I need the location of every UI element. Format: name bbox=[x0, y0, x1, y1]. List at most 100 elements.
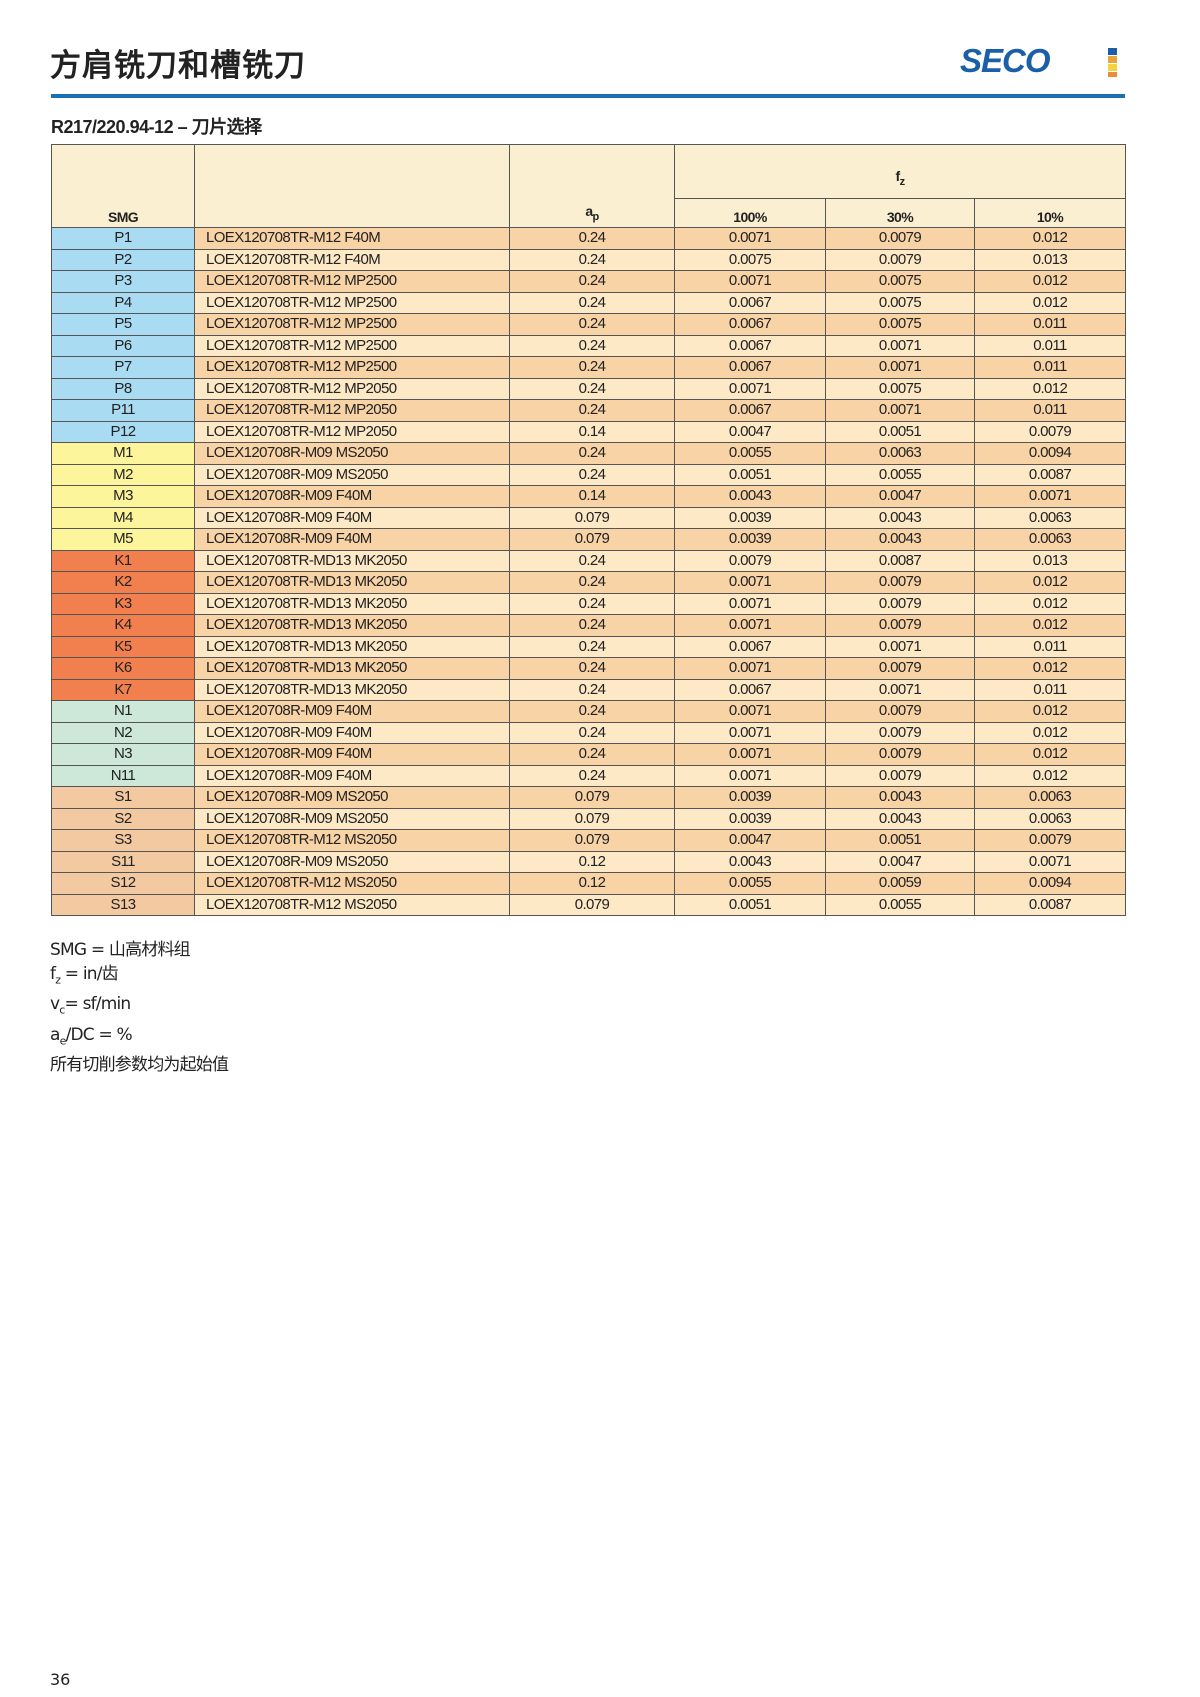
page-title: 方肩铣刀和槽铣刀 bbox=[50, 48, 306, 84]
note-text: v bbox=[50, 994, 60, 1015]
table-cell: 0.0067 bbox=[674, 678, 826, 701]
table-cell: 0.0043 bbox=[825, 786, 975, 809]
table-cell: 0.012 bbox=[974, 270, 1126, 293]
table-cell: 0.0039 bbox=[674, 786, 826, 809]
table-cell: 0.0079 bbox=[825, 764, 975, 787]
table-cell: 0.0071 bbox=[674, 721, 826, 744]
table-cell: 0.0039 bbox=[674, 506, 826, 529]
table-row: S3 LOEX120708TR-M12 MS2050 0.079 0.0047 0.00… bbox=[51, 829, 1126, 852]
table-cell: 0.013 bbox=[974, 549, 1126, 572]
table-cell: 0.0079 bbox=[974, 420, 1126, 443]
table-cell: 0.012 bbox=[974, 571, 1126, 594]
table-cell: 0.0071 bbox=[974, 485, 1126, 508]
table-cell: 0.0071 bbox=[974, 850, 1126, 873]
smg-cell: K3 bbox=[51, 592, 195, 615]
table-cell: 0.24 bbox=[509, 227, 675, 250]
table-cell: LOEX120708TR-MD13 MK2050 bbox=[194, 635, 510, 658]
table-cell: 0.24 bbox=[509, 657, 675, 680]
table-cell: 0.011 bbox=[974, 678, 1126, 701]
table-cell: 0.0059 bbox=[825, 872, 975, 895]
table-row: M2 LOEX120708R-M09 MS2050 0.24 0.0051 0.0055… bbox=[51, 463, 1126, 486]
smg-cell: M3 bbox=[51, 485, 195, 508]
table-cell: 0.079 bbox=[509, 506, 675, 529]
table-cell: 0.0055 bbox=[674, 872, 826, 895]
smg-cell: N1 bbox=[51, 700, 195, 723]
table-row: N3 LOEX120708R-M09 F40M 0.24 0.0071 0.0079 0.… bbox=[51, 743, 1126, 766]
table-cell: 0.0067 bbox=[674, 334, 826, 357]
table-cell: LOEX120708TR-M12 MP2500 bbox=[194, 334, 510, 357]
table-cell: 0.0047 bbox=[825, 485, 975, 508]
table-cell: 0.012 bbox=[974, 743, 1126, 766]
table-cell: 0.0071 bbox=[674, 227, 826, 250]
table-row: P4 LOEX120708TR-M12 MP2500 0.24 0.0067 0.007… bbox=[51, 291, 1126, 314]
table-cell: 0.011 bbox=[974, 334, 1126, 357]
table-cell: 0.14 bbox=[509, 420, 675, 443]
smg-cell: N3 bbox=[51, 743, 195, 766]
table-row: P6 LOEX120708TR-M12 MP2500 0.24 0.0067 0.007… bbox=[51, 334, 1126, 357]
smg-cell: P5 bbox=[51, 313, 195, 336]
table-cell: 0.079 bbox=[509, 829, 675, 852]
table-cell: LOEX120708R-M09 MS2050 bbox=[194, 786, 510, 809]
table-cell: LOEX120708R-M09 MS2050 bbox=[194, 850, 510, 873]
smg-cell: S1 bbox=[51, 786, 195, 809]
table-cell: 0.0087 bbox=[825, 549, 975, 572]
table-cell: LOEX120708R-M09 MS2050 bbox=[194, 463, 510, 486]
table-cell: 0.0063 bbox=[974, 807, 1126, 830]
table-row: K2 LOEX120708TR-MD13 MK2050 0.24 0.0071 0.00… bbox=[51, 571, 1126, 594]
table-cell: 0.0071 bbox=[674, 743, 826, 766]
table-cell: 0.0063 bbox=[974, 506, 1126, 529]
table-cell: LOEX120708R-M09 F40M bbox=[194, 485, 510, 508]
table-cell: 0.0071 bbox=[674, 270, 826, 293]
table-cell: 0.0075 bbox=[825, 313, 975, 336]
smg-cell: M5 bbox=[51, 528, 195, 551]
table-cell: 0.012 bbox=[974, 721, 1126, 744]
table-cell: 0.0067 bbox=[674, 399, 826, 422]
table-cell: LOEX120708TR-M12 MS2050 bbox=[194, 893, 510, 916]
table-cell: 0.24 bbox=[509, 356, 675, 379]
smg-cell: K5 bbox=[51, 635, 195, 658]
smg-cell: K7 bbox=[51, 678, 195, 701]
table-row: S11 LOEX120708R-M09 MS2050 0.12 0.0043 0.004… bbox=[51, 850, 1126, 873]
table-body: P1 LOEX120708TR-M12 F40M 0.24 0.0071 0.0079 0… bbox=[51, 227, 1126, 916]
table-cell: 0.013 bbox=[974, 248, 1126, 271]
table-row: P3 LOEX120708TR-M12 MP2500 0.24 0.0071 0.007… bbox=[51, 270, 1126, 293]
table-cell: 0.0067 bbox=[674, 635, 826, 658]
logo-text: SECO bbox=[960, 42, 1051, 79]
table-cell: 0.0079 bbox=[825, 721, 975, 744]
table-cell: 0.0063 bbox=[825, 442, 975, 465]
smg-cell: P2 bbox=[51, 248, 195, 271]
table-cell: LOEX120708TR-M12 MP2500 bbox=[194, 313, 510, 336]
table-cell: 0.0075 bbox=[825, 270, 975, 293]
table-cell: 0.0079 bbox=[825, 614, 975, 637]
table-cell: 0.0079 bbox=[825, 248, 975, 271]
table-cell: 0.12 bbox=[509, 872, 675, 895]
table-cell: 0.012 bbox=[974, 700, 1126, 723]
header-cell: SMG bbox=[51, 144, 195, 228]
table-cell: 0.24 bbox=[509, 743, 675, 766]
note-text: a bbox=[50, 1024, 60, 1045]
table-row: N1 LOEX120708R-M09 F40M 0.24 0.0071 0.0079 0.… bbox=[51, 700, 1126, 723]
table-cell: 0.012 bbox=[974, 377, 1126, 400]
table-cell: LOEX120708TR-MD13 MK2050 bbox=[194, 549, 510, 572]
smg-cell: P12 bbox=[51, 420, 195, 443]
table-cell: 0.0071 bbox=[825, 635, 975, 658]
table-cell: LOEX120708R-M09 F40M bbox=[194, 721, 510, 744]
note-text: f bbox=[50, 964, 56, 984]
table-cell: 0.0094 bbox=[974, 442, 1126, 465]
header-rule bbox=[51, 94, 1125, 98]
table-cell: 0.079 bbox=[509, 786, 675, 809]
header-cell: 10% bbox=[974, 198, 1126, 228]
table-cell: LOEX120708TR-M12 F40M bbox=[194, 227, 510, 250]
table-row: K7 LOEX120708TR-MD13 MK2050 0.24 0.0067 0.00… bbox=[51, 678, 1126, 701]
table-cell: 0.24 bbox=[509, 291, 675, 314]
header-sub: p bbox=[592, 211, 600, 223]
table-cell: 0.011 bbox=[974, 313, 1126, 336]
page-number: 36 bbox=[50, 1670, 71, 1689]
table-cell: 0.079 bbox=[509, 528, 675, 551]
table-cell: 0.0071 bbox=[674, 592, 826, 615]
table-cell: LOEX120708TR-MD13 MK2050 bbox=[194, 592, 510, 615]
table-row: M4 LOEX120708R-M09 F40M 0.079 0.0039 0.0043 0… bbox=[51, 506, 1126, 529]
table-cell: 0.012 bbox=[974, 764, 1126, 787]
smg-cell: S12 bbox=[51, 872, 195, 895]
insert-table: SMG ap fz 100% 30% 10% P1 LOEX120708TR-M1… bbox=[51, 144, 1126, 916]
